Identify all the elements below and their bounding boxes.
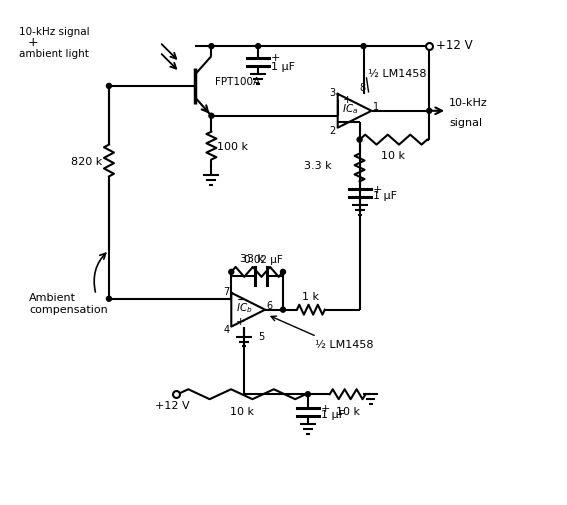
Circle shape <box>306 392 310 397</box>
Text: 6: 6 <box>266 300 272 310</box>
Text: 10 k: 10 k <box>336 407 359 416</box>
Text: 33 k: 33 k <box>240 254 264 264</box>
Text: IC$_b$: IC$_b$ <box>236 300 252 314</box>
Text: 10-kHz signal: 10-kHz signal <box>19 27 90 37</box>
Text: 8: 8 <box>359 83 366 93</box>
Circle shape <box>209 114 214 119</box>
Text: 1 μF: 1 μF <box>271 62 295 72</box>
Text: +: + <box>271 53 281 63</box>
Circle shape <box>256 44 261 49</box>
Text: 4: 4 <box>223 324 229 334</box>
Circle shape <box>427 109 431 114</box>
Text: +: + <box>236 316 246 326</box>
Circle shape <box>281 308 286 313</box>
Text: +: + <box>373 185 382 195</box>
Text: 5: 5 <box>258 331 264 341</box>
Text: 7: 7 <box>223 286 229 296</box>
Text: 2: 2 <box>329 125 336 135</box>
Text: ambient light: ambient light <box>19 49 90 59</box>
Text: IC$_a$: IC$_a$ <box>342 102 359 116</box>
Circle shape <box>107 296 112 301</box>
Text: 3.3 k: 3.3 k <box>304 161 332 171</box>
Text: +: + <box>342 94 352 105</box>
Circle shape <box>107 84 112 89</box>
Circle shape <box>281 270 286 275</box>
Text: +12 V: +12 V <box>155 400 190 411</box>
Circle shape <box>361 44 366 49</box>
Text: 0.02 μF: 0.02 μF <box>244 255 282 265</box>
Text: 1 μF: 1 μF <box>373 191 396 201</box>
Text: −: − <box>236 293 247 307</box>
Text: +: + <box>321 403 330 413</box>
Circle shape <box>229 270 234 275</box>
Text: −: − <box>342 116 353 129</box>
Circle shape <box>357 138 362 143</box>
Text: ½ LM1458: ½ LM1458 <box>315 339 373 349</box>
Text: +12 V: +12 V <box>436 38 473 52</box>
Text: 10 k: 10 k <box>230 407 253 416</box>
Circle shape <box>209 44 214 49</box>
Text: compensation: compensation <box>29 304 108 314</box>
Text: 1 μF: 1 μF <box>321 409 345 419</box>
Text: 1 k: 1 k <box>302 291 319 301</box>
Text: 820 k: 820 k <box>71 156 103 166</box>
Text: signal: signal <box>449 118 482 127</box>
Text: 3: 3 <box>329 88 336 97</box>
Text: FPT100A: FPT100A <box>215 77 260 87</box>
Text: +: + <box>27 36 38 49</box>
Text: 10-kHz: 10-kHz <box>449 97 488 108</box>
Text: 100 k: 100 k <box>217 141 248 152</box>
Text: 1: 1 <box>373 102 379 112</box>
Text: 10 k: 10 k <box>382 150 405 160</box>
Text: ½ LM1458: ½ LM1458 <box>367 69 426 79</box>
Text: Ambient: Ambient <box>29 292 77 302</box>
